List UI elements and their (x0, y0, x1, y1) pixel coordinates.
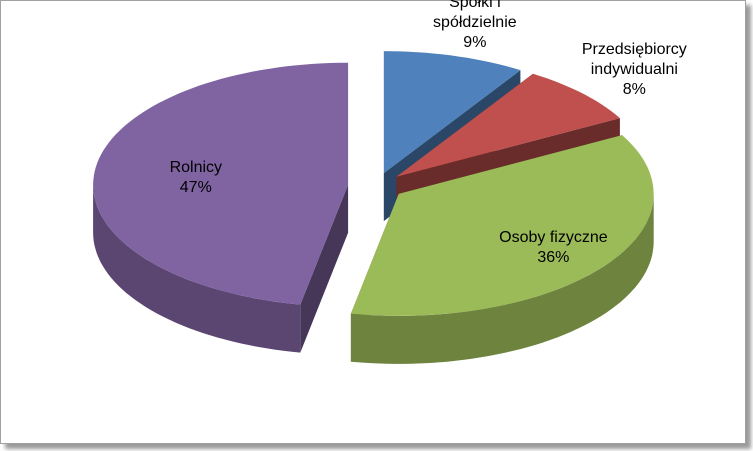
value-label: 9% (463, 34, 487, 52)
slice-top (350, 135, 654, 316)
slice-wall (93, 184, 301, 353)
pie-slice (350, 135, 654, 364)
category-label: Przedsiębiorcy indywidualni (581, 40, 687, 78)
pie-plot (93, 51, 654, 364)
data-label: Spółki i spółdzielnie 9% (420, 0, 530, 53)
category-label: Spółki i spółdzielnie (433, 0, 517, 32)
category-label: Rolnicy (169, 158, 223, 176)
slice-side (300, 184, 349, 353)
data-label: Przedsiębiorcy indywidualni 8% (579, 40, 689, 100)
data-label: Osoby fizyczne 36% (468, 228, 638, 268)
category-label: Osoby fizyczne (499, 228, 608, 246)
chart: Spółki i spółdzielnie 9% Przedsiębiorcy in… (0, 0, 746, 444)
value-label: 8% (622, 80, 646, 98)
value-label: 47% (179, 178, 212, 196)
pie-slice (93, 62, 349, 353)
slice-wall (350, 193, 654, 364)
slice-top (396, 73, 620, 177)
data-label: Rolnicy 47% (111, 158, 281, 198)
value-label: 36% (537, 248, 570, 266)
slice-top (93, 62, 349, 305)
slice-top (383, 51, 521, 174)
